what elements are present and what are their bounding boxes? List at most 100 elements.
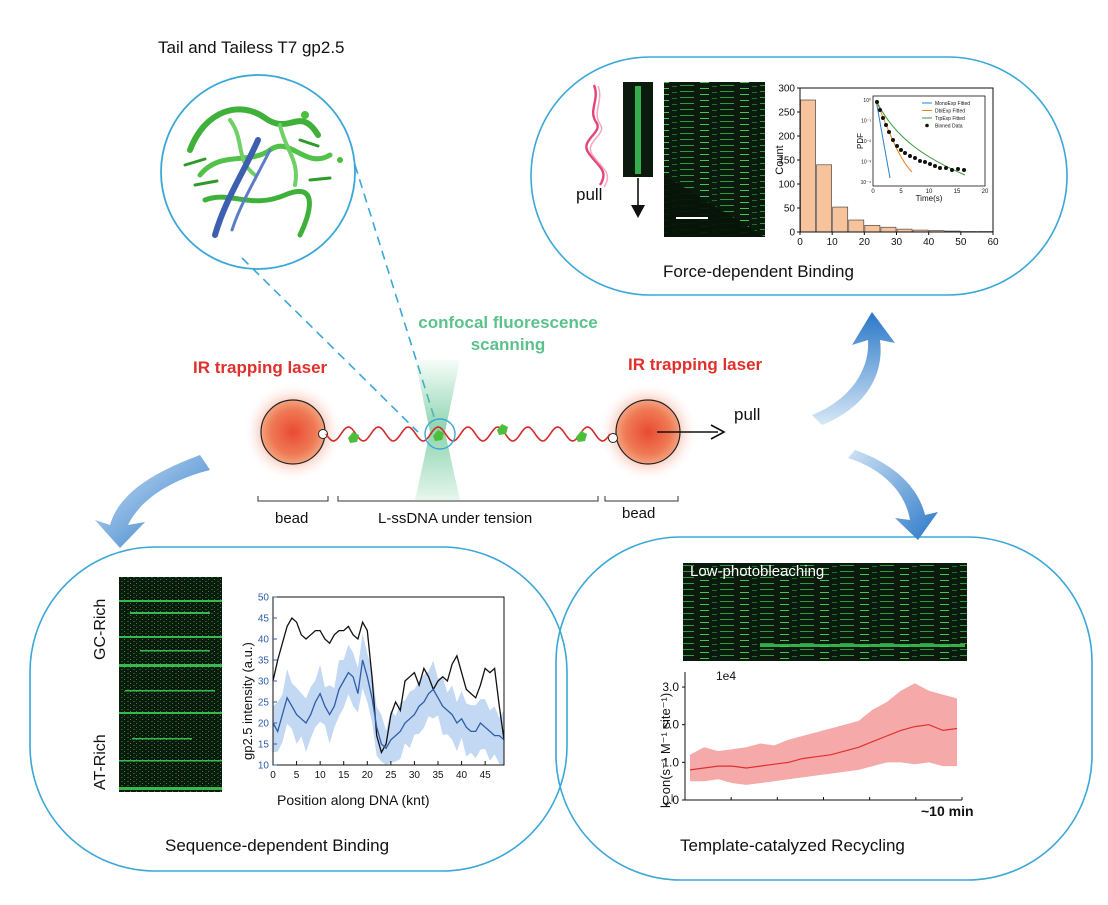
inset-legend-label: Binned Data: [935, 124, 963, 130]
protein-title: Tail and Tailess T7 gp2.5: [158, 38, 345, 58]
histogram-ytick-label: 200: [778, 132, 795, 143]
inset-binned-point: [881, 116, 885, 120]
recycling-kymograph-band: [760, 644, 965, 647]
recycling-ylabel: k_on(s⁻¹ M⁻¹ site⁻¹): [658, 693, 674, 808]
inset-binned-point: [928, 162, 932, 166]
arrow-to-force: [812, 312, 895, 425]
recycling-band: [690, 683, 957, 785]
histogram-bar: [817, 165, 832, 232]
inset-binned-point: [933, 164, 937, 168]
recycling-scale-label: 1e4: [716, 669, 736, 683]
inset-legend-label: MonoExp Fitted: [935, 101, 970, 107]
inset-legend-label: DblExp Fitted: [935, 109, 965, 115]
inset-binned-point: [903, 151, 907, 155]
histogram-ytick-label: 50: [784, 204, 796, 215]
sequence-xtick-label: 20: [362, 770, 374, 781]
sequence-xtick-label: 40: [456, 770, 468, 781]
gc-rich-label: GC-Rich: [92, 599, 110, 660]
inset-xtick-label: 15: [954, 189, 961, 195]
sequence-ytick-label: 20: [258, 719, 270, 730]
inset-binned-point: [923, 160, 927, 164]
inset-axes: [873, 96, 985, 186]
force-pull-arrow-head: [631, 205, 645, 218]
dna-label: L-ssDNA under tension: [378, 510, 532, 527]
ssdna-cartoon: [586, 85, 607, 187]
recycling-time-label: ~10 min: [921, 803, 974, 819]
sequence-ylabel: gp2.5 intensity (a.u.): [240, 642, 255, 760]
histogram-ylabel: Count: [774, 145, 786, 174]
inset-ytick-label: 10⁰: [863, 98, 871, 104]
laser-right-label: IR trapping laser: [628, 355, 762, 375]
histogram-ytick-label: 100: [778, 180, 795, 191]
sequence-ytick-label: 35: [258, 656, 270, 667]
inset-binned-point: [887, 130, 891, 134]
histogram-bar: [865, 225, 880, 232]
bracket-bead-left: [258, 496, 328, 501]
histogram-bar: [833, 207, 848, 232]
inset-legend-label: TrpExp Fitted: [935, 116, 965, 122]
ssdna-strand: [326, 427, 610, 441]
histogram-xtick-label: 60: [987, 237, 999, 248]
sequence-ytick-label: 40: [258, 635, 270, 646]
inset-ylabel: PDF: [856, 133, 865, 149]
pull-label: pull: [734, 405, 760, 425]
inset-binned-point: [918, 159, 922, 163]
inset-binned-point: [908, 154, 912, 158]
sequence-panel-title: Sequence-dependent Binding: [165, 836, 389, 856]
histogram-ytick-label: 300: [778, 84, 795, 95]
sequence-ytick-label: 45: [258, 614, 270, 625]
sequence-ytick-label: 10: [258, 761, 270, 772]
inset-binned-point: [884, 123, 888, 127]
inset-binned-point: [891, 138, 895, 142]
force-pull-label: pull: [576, 185, 602, 205]
histogram-ytick-label: 0: [789, 228, 795, 239]
inset-xtick-label: 0: [871, 189, 875, 195]
force-panel-title: Force-dependent Binding: [663, 262, 854, 282]
protein-dot: [348, 432, 359, 443]
sequence-ytick-label: 25: [258, 698, 270, 709]
inset-binned-point: [938, 166, 942, 170]
bracket-dna: [338, 496, 598, 501]
arrow-to-sequence: [95, 455, 210, 548]
sequence-xtick-label: 35: [432, 770, 444, 781]
histogram-xtick-label: 40: [923, 237, 935, 248]
inset-binned-point: [895, 144, 899, 148]
inset-binned-point: [878, 108, 882, 112]
histogram-bar: [801, 100, 816, 232]
force-panel-frame: [531, 57, 1067, 295]
sequence-xtick-label: 10: [315, 770, 327, 781]
inset-ytick-label: 10⁻¹: [861, 119, 871, 125]
histogram-xtick-label: 50: [955, 237, 967, 248]
sequence-xlabel: Position along DNA (knt): [277, 792, 430, 808]
histogram-xtick-label: 20: [859, 237, 871, 248]
recycling-area-chart: 0.01.02.03.0: [662, 672, 962, 807]
inset-binned-point: [875, 100, 879, 104]
histogram-xtick-label: 0: [797, 237, 803, 248]
single-kymo-signal: [635, 86, 641, 174]
recycling-kymo-label: Low-photobleaching: [690, 563, 824, 580]
protein-dot: [497, 424, 508, 435]
histogram-xtick-label: 10: [827, 237, 839, 248]
laser-left-label: IR trapping laser: [193, 358, 327, 378]
sequence-ytick-label: 50: [258, 593, 270, 604]
histogram-xtick-label: 30: [891, 237, 903, 248]
sequence-xtick-label: 15: [338, 770, 350, 781]
sequence-xtick-label: 25: [385, 770, 397, 781]
sequence-xtick-label: 30: [409, 770, 421, 781]
inset-ytick-label: 10⁻⁴: [861, 180, 871, 186]
inset-xlabel: Time(s): [916, 194, 943, 203]
inset-binned-point: [944, 166, 948, 170]
inset-legend-swatch: [925, 124, 929, 128]
sequence-ytick-label: 30: [258, 677, 270, 688]
bracket-bead-right: [605, 496, 678, 501]
confocal-label: confocal fluorescence scanning: [398, 312, 618, 356]
inset-binned-point: [962, 168, 966, 172]
sequence-ytick-label: 15: [258, 740, 270, 751]
sequence-xtick-label: 0: [270, 770, 276, 781]
inset-binned-point: [950, 168, 954, 172]
inset-xtick-label: 20: [982, 189, 989, 195]
confocal-beam: [415, 360, 460, 500]
